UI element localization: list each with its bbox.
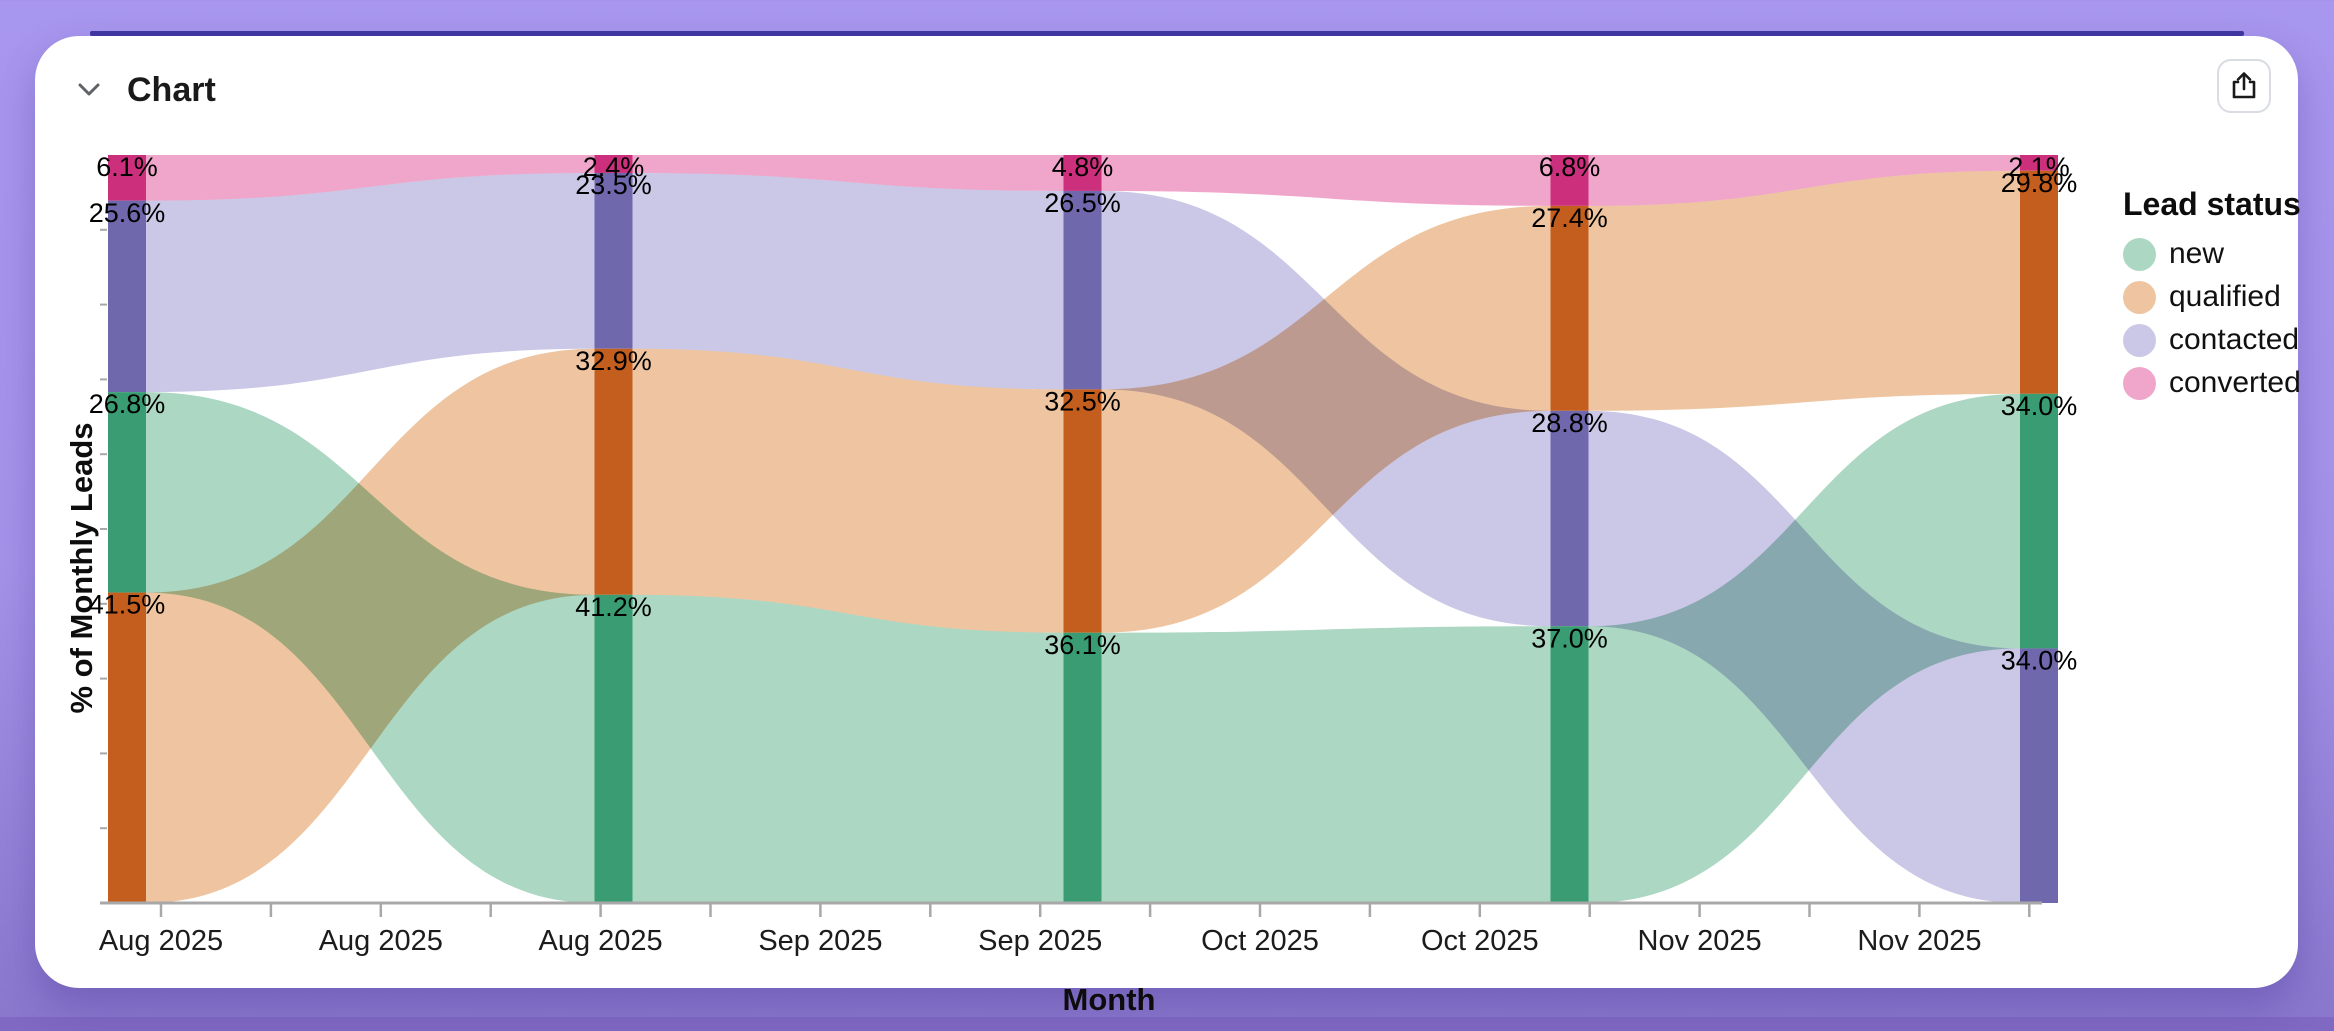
top-accent-bar: [90, 31, 2244, 36]
node-bar-contacted[interactable]: [1550, 410, 1589, 627]
node-bar-contacted[interactable]: [2020, 648, 2058, 903]
node-bar-contacted[interactable]: [594, 172, 633, 349]
chart-card-header: Chart: [35, 36, 2298, 146]
flow-ribbon-new[interactable]: [1101, 626, 1551, 903]
node-bar-new[interactable]: [2020, 393, 2058, 649]
legend-item-label: qualified: [2169, 280, 2281, 313]
node-bars: [108, 155, 2058, 903]
node-bar-new[interactable]: [1063, 632, 1102, 903]
flow-ribbon-converted[interactable]: [1101, 155, 1551, 206]
flow-ribbons: [146, 155, 2020, 903]
legend-item-label: converted: [2169, 366, 2301, 399]
node-bar-converted[interactable]: [108, 155, 146, 201]
flow-ribbon-qualified[interactable]: [1588, 170, 2021, 411]
collapse-chevron-button[interactable]: [71, 72, 107, 106]
legend: Lead status new qualified contacted convert…: [2123, 186, 2334, 409]
node-bar-qualified[interactable]: [1063, 389, 1102, 633]
legend-item-qualified[interactable]: qualified: [2123, 280, 2334, 314]
flow-ribbon-converted[interactable]: [1588, 155, 2021, 206]
node-bar-converted[interactable]: [2020, 155, 2058, 171]
flow-ribbon-contacted[interactable]: [632, 172, 1064, 390]
share-button[interactable]: [2217, 59, 2271, 113]
node-bar-converted[interactable]: [1550, 155, 1589, 206]
node-bar-new[interactable]: [594, 594, 633, 903]
node-bar-qualified[interactable]: [2020, 170, 2058, 394]
node-bar-qualified[interactable]: [108, 592, 146, 903]
legend-swatch-qualified: [2123, 280, 2156, 314]
node-bar-converted[interactable]: [1063, 155, 1102, 191]
legend-item-label: contacted: [2169, 323, 2300, 356]
flow-ribbon-contacted[interactable]: [1101, 190, 1551, 627]
flow-ribbon-qualified[interactable]: [146, 348, 595, 903]
y-axis-title: % of Monthly Leads: [64, 422, 99, 714]
node-bar-qualified[interactable]: [1550, 205, 1589, 411]
share-icon: [2232, 72, 2256, 99]
legend-item-new[interactable]: new: [2123, 237, 2334, 271]
node-bar-contacted[interactable]: [1063, 190, 1102, 390]
legend-swatch-converted: [2123, 366, 2156, 400]
flow-ribbon-converted[interactable]: [632, 155, 1064, 191]
legend-item-converted[interactable]: converted: [2123, 366, 2334, 400]
node-bar-new[interactable]: [1550, 626, 1589, 903]
node-bar-new[interactable]: [108, 392, 146, 593]
flow-ribbon-contacted[interactable]: [1588, 410, 2021, 903]
legend-swatch-new: [2123, 237, 2156, 271]
x-axis-title: Month: [1062, 982, 1156, 1017]
legend-item-contacted[interactable]: contacted: [2123, 323, 2334, 357]
legend-item-label: new: [2169, 237, 2225, 270]
flow-ribbon-new[interactable]: [632, 594, 1064, 903]
node-bar-qualified[interactable]: [594, 348, 633, 595]
page-bottom-band: [0, 1017, 2334, 1031]
flow-ribbon-contacted[interactable]: [146, 172, 595, 393]
node-bar-contacted[interactable]: [108, 200, 146, 393]
legend-swatch-contacted: [2123, 323, 2156, 357]
chart-title: Chart: [127, 71, 216, 109]
legend-title: Lead status: [2123, 186, 2301, 222]
flow-ribbon-converted[interactable]: [146, 155, 595, 201]
flow-ribbon-qualified[interactable]: [632, 348, 1064, 633]
node-bar-converted[interactable]: [594, 155, 633, 173]
chevron-down-icon: [78, 83, 100, 96]
legend-items: new qualified contacted converted: [2123, 237, 2334, 400]
